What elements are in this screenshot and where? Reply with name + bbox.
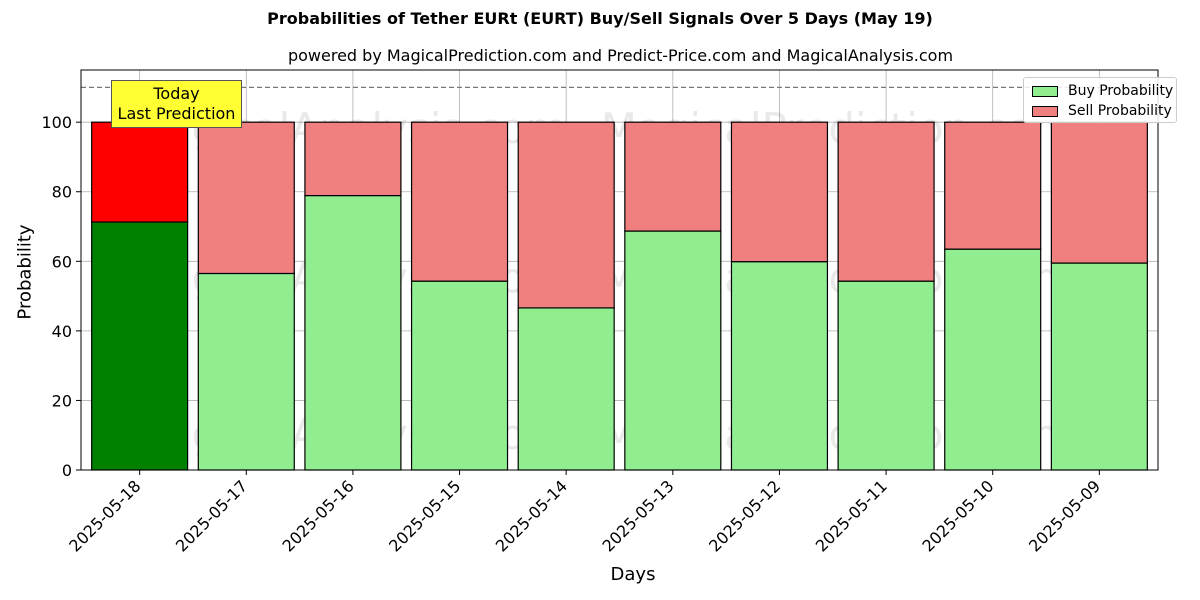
x-tick-label: 2025-05-10 [918, 476, 997, 555]
x-tick-label: 2025-05-14 [492, 476, 571, 555]
x-tick-label: 2025-05-15 [385, 476, 464, 555]
y-tick-label: 100 [41, 113, 72, 132]
y-tick-label: 60 [52, 252, 72, 271]
legend-swatch-buy [1032, 85, 1058, 97]
buy-bar [410, 280, 509, 471]
y-tick-label: 40 [52, 322, 72, 341]
buy-bar [517, 307, 615, 471]
sell-bar [410, 121, 509, 282]
legend-label-sell: Sell Probability [1068, 103, 1172, 119]
sell-bar [1050, 121, 1148, 264]
y-tick-label: 20 [52, 391, 72, 410]
x-tick-label: 2025-05-13 [598, 476, 677, 555]
sell-bar [624, 121, 722, 232]
y-tick-label: 0 [62, 461, 72, 480]
x-axis-label: Days [610, 564, 656, 585]
legend-item-buy: Buy Probability [1032, 82, 1173, 100]
buy-bar [624, 230, 722, 471]
x-tick-label: 2025-05-09 [1025, 476, 1104, 555]
x-tick-label: 2025-05-16 [279, 476, 358, 555]
x-tick-label: 2025-05-12 [705, 476, 784, 555]
buy-bar [944, 248, 1042, 471]
legend-item-sell: Sell Probability [1032, 102, 1172, 120]
sell-bar [517, 121, 615, 309]
sell-bar [944, 121, 1042, 250]
y-tick-label: 80 [52, 183, 72, 202]
x-tick-label: 2025-05-17 [172, 476, 251, 555]
x-tick-label: 2025-05-11 [812, 476, 891, 555]
sell-bar [837, 121, 935, 282]
sell-bar [91, 121, 189, 223]
today-annotation-line2: Last Prediction [117, 104, 236, 123]
plot-frame [80, 69, 1159, 471]
legend-label-buy: Buy Probability [1068, 83, 1174, 99]
buy-bar [1050, 262, 1148, 471]
sell-bar [730, 121, 829, 263]
sell-bar [197, 121, 295, 275]
today-annotation-line1: Today [153, 84, 200, 103]
buy-bar [91, 221, 189, 471]
sell-bar [304, 121, 402, 197]
chart-title: Probabilities of Tether EURt (EURT) Buy/… [267, 9, 933, 28]
buy-bar [304, 194, 402, 471]
today-annotation: Today Last Prediction [111, 80, 242, 128]
legend-swatch-sell [1032, 105, 1058, 117]
x-tick-label: 2025-05-18 [65, 476, 144, 555]
chart-subtitle: powered by MagicalPrediction.com and Pre… [287, 46, 954, 65]
legend: Buy Probability Sell Probability [1023, 77, 1177, 123]
buy-bar [197, 272, 295, 471]
y-axis-label: Probability [14, 224, 36, 320]
buy-bar [730, 261, 829, 471]
buy-bar [837, 280, 935, 471]
